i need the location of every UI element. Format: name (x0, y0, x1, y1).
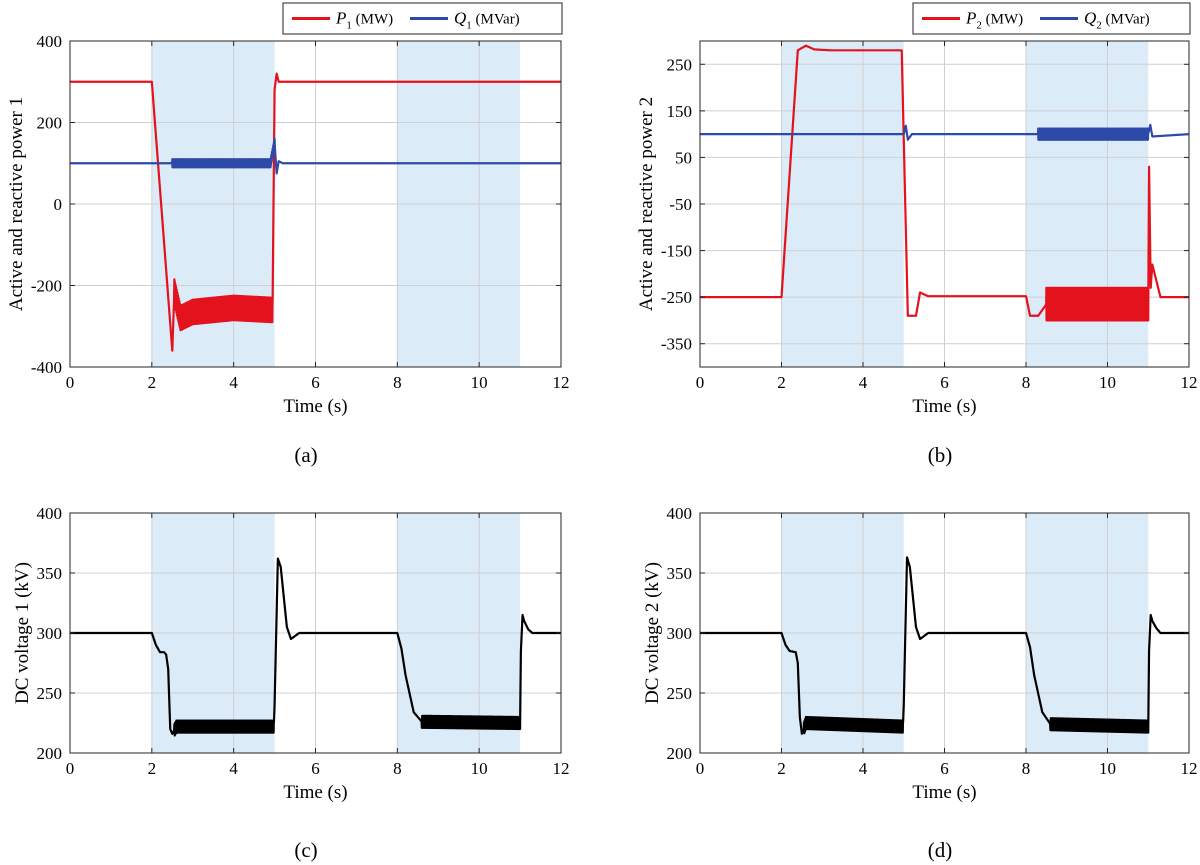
legend-subscript: 2 (1096, 20, 1102, 32)
x-tick-label: 12 (553, 373, 570, 392)
x-tick-label: 12 (1181, 373, 1198, 392)
y-axis-label: DC voltage 1 (kV) (12, 562, 33, 704)
series-line-q1 (70, 137, 561, 175)
panel-caption: (a) (294, 443, 317, 467)
legend: P1 (MW) Q1 (MVar) (282, 2, 563, 35)
y-tick-label: 200 (37, 744, 63, 763)
x-axis-label: Time (s) (912, 396, 976, 417)
y-tick-label: 400 (667, 504, 693, 523)
x-axis-label: Time (s) (283, 782, 347, 803)
y-tick-label: -50 (669, 195, 692, 214)
y-tick-label: 300 (667, 624, 693, 643)
y-tick-label: -200 (31, 277, 62, 296)
x-tick-label: 10 (471, 373, 488, 392)
x-tick-label: 8 (1022, 759, 1031, 778)
y-tick-label: 350 (37, 564, 63, 583)
x-tick-label: 6 (940, 373, 949, 392)
legend-entry-1: P1 (MW) (335, 9, 393, 32)
series-line-voltage (700, 556, 1189, 735)
chart-panel-a: 0 2 4 6 8 10 12 -400 -200 0 200 400 Time (s) Active a… (6, 2, 570, 467)
x-tick-label: 4 (229, 759, 238, 778)
x-tick-label: 2 (777, 759, 786, 778)
x-tick-label: 8 (1022, 373, 1031, 392)
legend-symbol: P (965, 9, 976, 28)
panel-caption: (d) (928, 838, 953, 862)
panel-caption: (c) (294, 838, 317, 862)
legend-subscript: 1 (466, 20, 472, 32)
legend-unit: (MW) (352, 12, 393, 28)
series-line-p1 (70, 72, 561, 352)
y-tick-label: -400 (31, 358, 62, 377)
x-tick-label: 4 (859, 373, 868, 392)
x-tick-label: 6 (940, 759, 949, 778)
chart-panel-d: 0 2 4 6 8 10 12 200 250 300 350 400 Time (s) DC volta… (642, 504, 1198, 862)
y-tick-label: 250 (37, 684, 63, 703)
x-tick-label: 10 (1099, 759, 1116, 778)
legend-unit: (MVar) (472, 12, 520, 28)
legend-entry-1: P2 (MW) (965, 9, 1023, 32)
x-tick-label: 8 (393, 759, 402, 778)
legend-subscript: 1 (346, 20, 352, 32)
x-tick-label: 0 (696, 373, 705, 392)
x-tick-label: 0 (66, 373, 75, 392)
y-tick-label: 350 (667, 564, 693, 583)
x-tick-label: 2 (777, 373, 786, 392)
x-tick-label: 8 (393, 373, 402, 392)
y-tick-label: 250 (667, 55, 693, 74)
y-tick-label: 200 (37, 114, 63, 133)
legend-unit: (MW) (982, 12, 1023, 28)
x-tick-label: 2 (148, 759, 157, 778)
x-tick-label: 10 (1099, 373, 1116, 392)
x-tick-label: 6 (311, 759, 320, 778)
series-line-voltage (70, 557, 561, 737)
legend-entry-2: Q2 (MVar) (1084, 9, 1150, 32)
y-tick-label: -350 (661, 335, 692, 354)
panel-caption: (b) (928, 443, 953, 467)
legend-unit: (MVar) (1102, 12, 1150, 28)
y-axis-label: Active and reactive power 2 (636, 97, 657, 311)
y-tick-label: 300 (37, 624, 63, 643)
x-tick-label: 0 (696, 759, 705, 778)
series-line-q2 (700, 123, 1189, 141)
y-tick-label: 400 (37, 504, 63, 523)
chart-panel-b: 0 2 4 6 8 10 12 -350 -250 -150 -50 50 150 250 Time (s)… (636, 2, 1198, 467)
legend: P2 (MW) Q2 (MVar) (912, 2, 1191, 35)
x-tick-label: 0 (66, 759, 75, 778)
x-axis-label: Time (s) (912, 782, 976, 803)
series-line-p2 (700, 44, 1189, 322)
y-tick-label: 0 (54, 195, 63, 214)
x-tick-label: 2 (148, 373, 157, 392)
chart-panel-c: 0 2 4 6 8 10 12 200 250 300 350 400 Time (s) DC volta… (12, 504, 570, 862)
x-tick-label: 10 (471, 759, 488, 778)
legend-symbol: Q (1084, 9, 1096, 28)
legend-symbol: Q (454, 9, 466, 28)
y-tick-label: -150 (661, 242, 692, 261)
x-tick-label: 12 (553, 759, 570, 778)
legend-entry-2: Q1 (MVar) (454, 9, 520, 32)
y-tick-label: 150 (667, 102, 693, 121)
y-tick-label: 50 (675, 148, 692, 167)
y-tick-label: -250 (661, 288, 692, 307)
y-tick-label: 400 (37, 32, 63, 51)
x-tick-label: 6 (311, 373, 320, 392)
y-tick-label: 200 (667, 744, 693, 763)
legend-subscript: 2 (976, 20, 982, 32)
x-tick-label: 4 (229, 373, 238, 392)
x-tick-label: 4 (859, 759, 868, 778)
x-axis-label: Time (s) (283, 396, 347, 417)
y-axis-label: Active and reactive power 1 (6, 97, 27, 311)
y-tick-label: 250 (667, 684, 693, 703)
x-tick-label: 12 (1181, 759, 1198, 778)
y-axis-label: DC voltage 2 (kV) (642, 562, 663, 704)
legend-symbol: P (335, 9, 346, 28)
